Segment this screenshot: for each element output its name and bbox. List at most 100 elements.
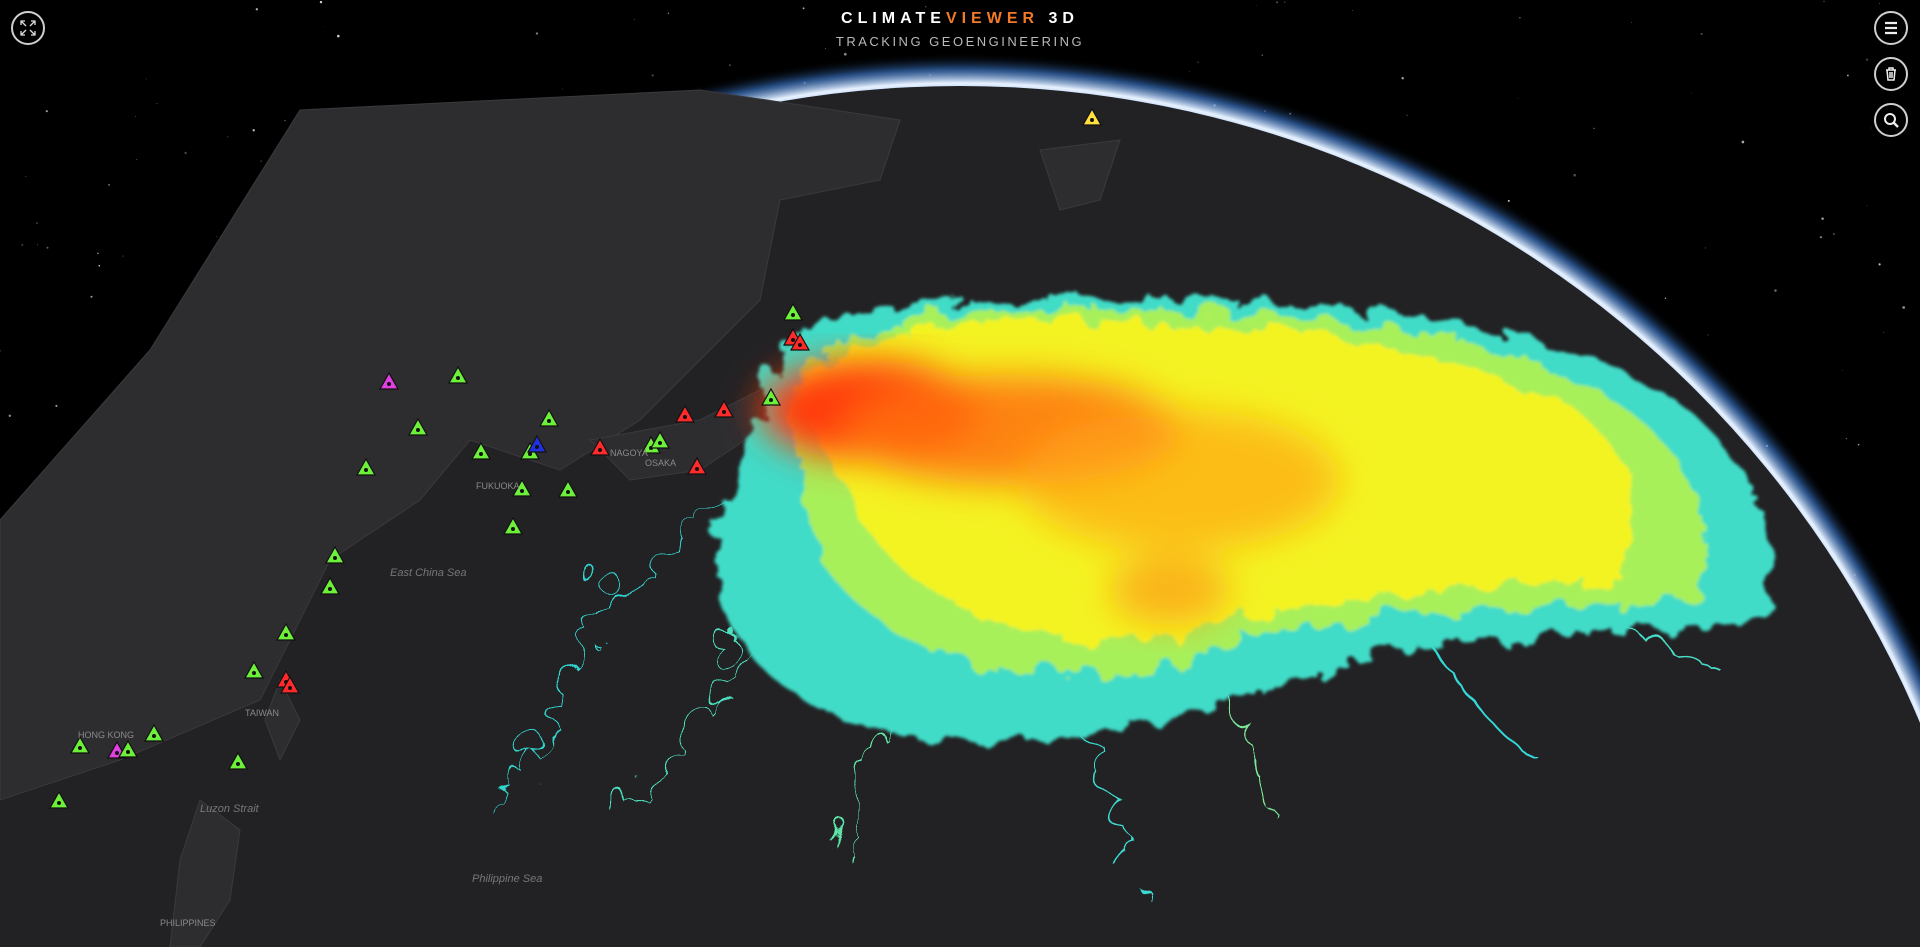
star	[252, 129, 255, 132]
star	[1284, 1, 1286, 3]
star	[1819, 236, 1822, 239]
reactor-marker-dot	[658, 441, 662, 445]
reactor-marker-dot	[284, 633, 288, 637]
reactor-marker	[470, 441, 492, 460]
star	[1704, 247, 1707, 249]
reactor-marker-dot	[528, 452, 532, 456]
reactor-marker	[538, 408, 560, 427]
reactor-marker-dot	[364, 468, 368, 472]
reactor-marker-dot	[535, 445, 539, 449]
star	[634, 19, 636, 21]
reactor-marker-dot	[126, 750, 130, 754]
star	[535, 32, 539, 35]
star	[90, 295, 93, 298]
star	[1833, 233, 1835, 235]
fullscreen-button[interactable]	[11, 11, 45, 45]
star	[0, 350, 2, 352]
map-label: PHILIPPINES	[160, 918, 216, 928]
star	[729, 64, 731, 66]
star	[227, 136, 229, 138]
star	[319, 0, 323, 4]
star	[1261, 54, 1264, 56]
reactor-marker-dot	[333, 556, 337, 560]
star	[562, 88, 563, 90]
reactor-marker	[355, 457, 377, 476]
star	[46, 246, 49, 249]
reactor-marker	[407, 417, 429, 436]
star	[1707, 334, 1709, 336]
star	[45, 110, 48, 113]
reactor-marker-dot	[78, 746, 82, 750]
title-accent: VIEWER	[945, 10, 1040, 27]
star	[21, 243, 24, 247]
reactor-marker-dot	[115, 751, 119, 755]
star	[1870, 127, 1872, 129]
star	[1878, 263, 1881, 266]
star	[1189, 71, 1190, 72]
fullscreen-icon	[20, 20, 36, 36]
reactor-marker	[649, 430, 671, 449]
reactor-marker-dot	[252, 671, 256, 675]
reactor-marker	[48, 790, 70, 809]
reactor-marker	[319, 576, 341, 595]
reactor-marker-dot	[520, 489, 524, 493]
star	[1519, 16, 1521, 19]
star	[1821, 217, 1824, 220]
star	[1865, 58, 1869, 61]
map-label: Philippine Sea	[472, 873, 542, 885]
star	[136, 159, 138, 161]
star	[1593, 127, 1595, 130]
reactor-marker-dot	[566, 490, 570, 494]
star	[135, 115, 136, 117]
star	[8, 414, 11, 417]
title-part: 3D	[1048, 10, 1079, 27]
reactor-marker	[143, 723, 165, 742]
reactor-marker-dot	[798, 343, 802, 347]
star	[1631, 22, 1632, 23]
star	[1741, 140, 1745, 144]
menu-button[interactable]	[1874, 11, 1908, 45]
star	[1517, 97, 1519, 99]
menu-icon	[1885, 21, 1897, 35]
map-label: NAGOYA	[610, 448, 648, 458]
star	[925, 6, 927, 8]
star	[1507, 199, 1510, 202]
reactor-marker-dot	[288, 686, 292, 690]
reactor-marker-dot	[598, 448, 602, 452]
star	[1197, 61, 1199, 63]
reactor-marker	[69, 735, 91, 754]
reactor-marker-dot	[479, 452, 483, 456]
star	[55, 404, 58, 407]
star	[1866, 205, 1868, 207]
star	[284, 119, 286, 122]
star	[667, 12, 669, 14]
star	[1774, 289, 1777, 292]
map-label: TAIWAN	[245, 708, 279, 718]
star	[1883, 332, 1885, 333]
reactor-marker	[275, 622, 297, 641]
star	[843, 52, 847, 56]
landmass	[0, 89, 1121, 947]
reactor-marker	[447, 365, 469, 384]
reactor-marker-dot	[683, 415, 687, 419]
map-label: Luzon Strait	[200, 803, 260, 815]
reactor-marker-dot	[695, 467, 699, 471]
star	[1690, 92, 1692, 94]
star	[802, 7, 805, 10]
reactor-marker-dot	[387, 382, 391, 386]
app-subtitle: TRACKING GEOENGINEERING	[835, 34, 1085, 49]
star	[122, 255, 124, 257]
reactor-marker-dot	[722, 410, 726, 414]
reactor-marker	[243, 660, 265, 679]
search-button[interactable]	[1874, 103, 1908, 137]
map-label: FUKUOKA	[476, 481, 520, 491]
star	[1845, 437, 1848, 440]
clear-button[interactable]	[1874, 57, 1908, 91]
star	[1664, 297, 1667, 299]
star	[825, 47, 826, 49]
star	[651, 74, 654, 77]
star	[98, 264, 101, 267]
reactor-marker	[589, 437, 611, 456]
